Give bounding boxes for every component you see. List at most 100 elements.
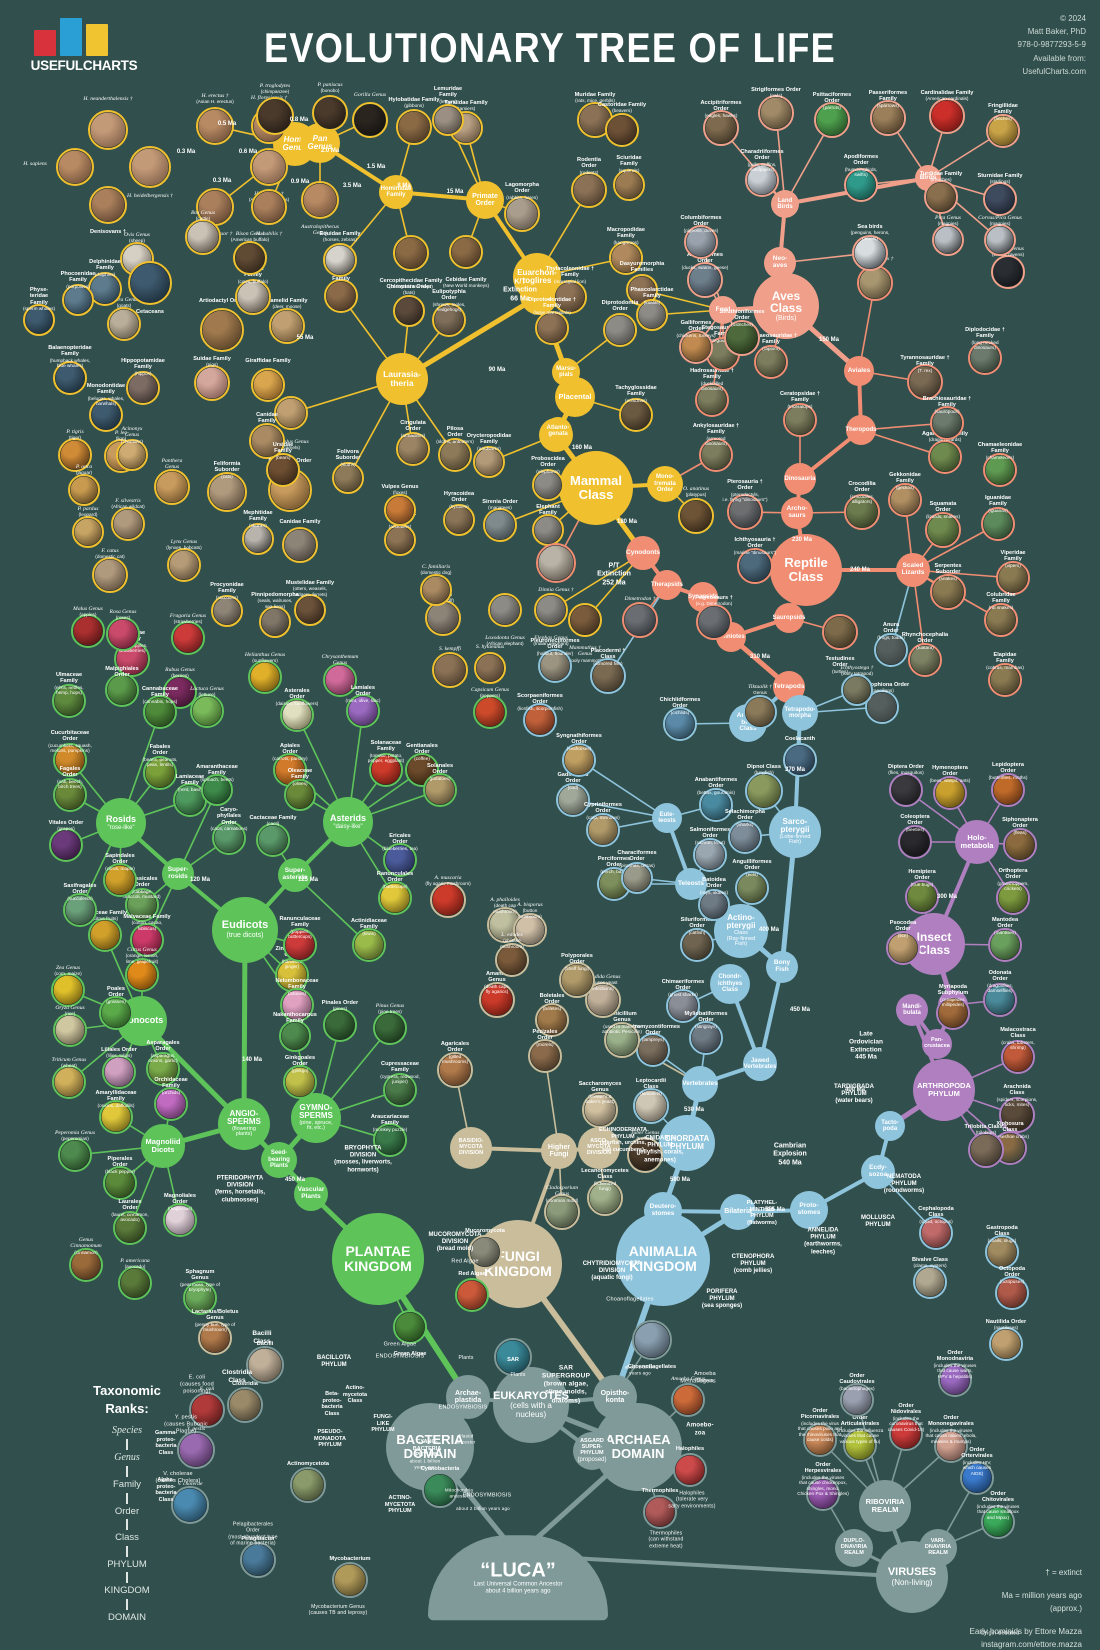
organism-node[interactable] [1003, 828, 1037, 862]
organism-node[interactable] [200, 308, 244, 352]
organism-node[interactable] [53, 778, 87, 812]
organism-node[interactable] [698, 889, 730, 921]
hub-node-primate[interactable]: Primate Order [466, 181, 504, 219]
organism-node[interactable] [562, 743, 596, 777]
organism-node[interactable] [930, 406, 964, 440]
organism-node[interactable] [673, 1453, 707, 1487]
organism-node[interactable] [107, 307, 141, 341]
organism-node[interactable] [999, 1097, 1035, 1133]
hub-node-eudicots[interactable]: Eudicots (true dicots) [212, 897, 278, 963]
organism-node[interactable] [758, 95, 794, 131]
organism-node[interactable] [936, 996, 970, 1030]
organism-node[interactable] [919, 1216, 953, 1250]
hub-node-vascular[interactable]: Vascular Plants [294, 1177, 328, 1211]
organism-node[interactable] [235, 279, 271, 315]
organism-node[interactable] [473, 695, 507, 729]
hub-node-euteleosts[interactable]: Eute- leosts [652, 803, 682, 833]
organism-node[interactable] [118, 1266, 152, 1300]
organism-node[interactable] [116, 439, 148, 471]
hub-node-gymnosperms[interactable]: GYMNO- SPERMS (pine, spruce, fir, etc.) [291, 1093, 341, 1143]
organism-node[interactable] [621, 862, 653, 894]
organism-node[interactable] [58, 438, 92, 472]
hub-node-protostomes[interactable]: Proto- stomes [790, 1191, 828, 1229]
organism-node[interactable] [126, 371, 160, 405]
organism-node[interactable] [983, 453, 1017, 487]
hub-node-asgard[interactable]: ASGARD SUPER- PHYLUM (proposed) [573, 1432, 611, 1470]
organism-node[interactable] [938, 1363, 972, 1397]
organism-node[interactable] [185, 219, 221, 255]
organism-node[interactable] [154, 469, 190, 505]
organism-node[interactable] [212, 821, 246, 855]
organism-node[interactable] [666, 989, 700, 1023]
organism-node[interactable] [968, 1132, 1004, 1168]
organism-node[interactable] [843, 1428, 877, 1462]
hub-node-mammal[interactable]: Mammal Class [559, 451, 633, 525]
organism-node[interactable] [51, 973, 85, 1007]
hub-node-aves[interactable]: Aves Class (Birds) [753, 273, 819, 339]
organism-node[interactable] [930, 574, 966, 610]
organism-node[interactable] [256, 823, 290, 857]
organism-node[interactable] [425, 600, 461, 636]
organism-node[interactable] [532, 469, 564, 501]
organism-node[interactable] [991, 255, 1025, 289]
organism-node[interactable] [52, 684, 86, 718]
organism-node[interactable] [301, 181, 339, 219]
organism-node[interactable] [988, 928, 1022, 962]
organism-node[interactable] [743, 695, 777, 729]
hub-node-archaeplastida[interactable]: Archae- plastida [446, 1375, 490, 1419]
organism-node[interactable] [72, 516, 104, 548]
hub-node-hominidae[interactable]: Hominidae Family [379, 175, 413, 209]
organism-node[interactable] [171, 621, 205, 655]
organism-node[interactable] [290, 1467, 326, 1503]
hub-node-tetrapodomorpha[interactable]: Tetrapodo- morpha [782, 695, 818, 731]
hub-node-sauropsids[interactable]: Sauropsids [773, 603, 805, 633]
organism-node[interactable] [783, 403, 817, 437]
organism-node[interactable] [636, 299, 668, 331]
organism-node[interactable] [928, 440, 962, 474]
organism-node[interactable] [613, 169, 645, 201]
organism-node[interactable] [294, 594, 326, 626]
organism-node[interactable] [53, 361, 87, 395]
hub-node-archosaurs[interactable]: Archo- saurs [781, 497, 813, 529]
hub-node-duplodnaviria[interactable]: DUPLO- DNAVIRIA REALM [835, 1529, 873, 1567]
organism-node[interactable] [256, 97, 294, 135]
organism-node[interactable] [888, 483, 922, 517]
organism-node[interactable] [985, 1235, 1019, 1269]
organism-node[interactable] [88, 918, 122, 952]
organism-node[interactable] [49, 828, 83, 862]
organism-node[interactable] [227, 1387, 263, 1423]
organism-node[interactable] [233, 241, 267, 275]
organism-node[interactable] [960, 1461, 994, 1495]
hub-node-higherfungi[interactable]: Higher Fungi [541, 1133, 577, 1169]
organism-node[interactable] [393, 295, 425, 327]
organism-node[interactable] [373, 1011, 407, 1045]
organism-node[interactable] [146, 1052, 180, 1086]
organism-node[interactable] [844, 168, 878, 202]
organism-node[interactable] [473, 446, 505, 478]
organism-node[interactable] [143, 695, 177, 729]
organism-node[interactable] [745, 772, 783, 810]
organism-node[interactable] [242, 523, 274, 555]
organism-node[interactable] [130, 923, 164, 957]
hub-node-riboviria[interactable]: RIBOVIRIA REALM [859, 1480, 911, 1532]
organism-node[interactable] [687, 262, 723, 298]
organism-node[interactable] [609, 241, 643, 275]
organism-node[interactable] [532, 514, 564, 546]
organism-node[interactable] [663, 707, 697, 741]
hub-node-deuterostomes[interactable]: Deutero- stomes [644, 1192, 682, 1230]
organism-node[interactable] [934, 1429, 968, 1463]
organism-node[interactable] [925, 512, 961, 548]
organism-node[interactable] [194, 365, 230, 401]
organism-node[interactable] [250, 148, 288, 186]
organism-node[interactable] [991, 773, 1025, 807]
organism-node[interactable] [474, 652, 506, 684]
organism-node[interactable] [905, 880, 939, 914]
organism-node[interactable] [632, 1320, 672, 1360]
organism-node[interactable] [924, 180, 958, 214]
organism-node[interactable] [201, 774, 233, 806]
organism-node[interactable] [735, 871, 769, 905]
organism-node[interactable] [534, 593, 568, 627]
organism-node[interactable] [282, 527, 318, 563]
hub-node-dinosauria[interactable]: Dinosauria [784, 463, 816, 495]
organism-node[interactable] [981, 1505, 1015, 1539]
